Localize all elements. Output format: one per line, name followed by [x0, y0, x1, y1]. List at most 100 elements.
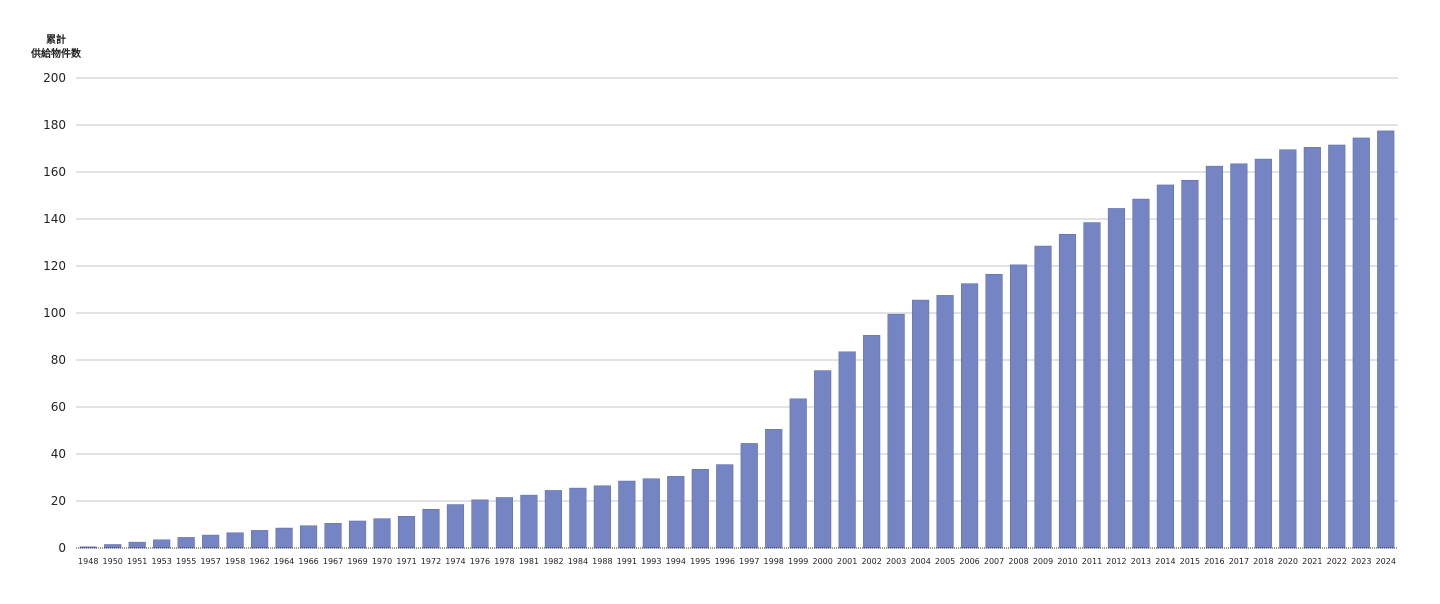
bar [642, 478, 660, 549]
x-tick-label: 1964 [274, 557, 294, 566]
bar [985, 273, 1003, 549]
bar [202, 534, 220, 549]
y-tick-label: 200 [43, 71, 66, 85]
bar [1107, 208, 1126, 549]
bar [1279, 149, 1297, 549]
x-tick-label: 1993 [641, 557, 661, 566]
bar [936, 295, 954, 549]
x-tick-label: 1970 [372, 557, 392, 566]
x-tick-label: 2020 [1278, 557, 1298, 566]
bar [1328, 144, 1346, 549]
x-tick-label: 2024 [1376, 557, 1396, 566]
x-tick-label: 2010 [1057, 557, 1077, 566]
x-tick-label: 2000 [813, 557, 833, 566]
x-tick-label: 1951 [127, 557, 147, 566]
x-tick-label: 1972 [421, 557, 441, 566]
x-tick-label: 2004 [910, 557, 930, 566]
x-tick-label: 1950 [103, 557, 123, 566]
x-tick-label: 2003 [886, 557, 906, 566]
bar [1303, 147, 1321, 549]
x-tick-label: 2005 [935, 557, 955, 566]
x-tick-label: 2007 [984, 557, 1004, 566]
bar [1230, 163, 1248, 549]
y-tick-label: 160 [43, 165, 66, 179]
bar [838, 351, 856, 549]
bar [520, 494, 538, 549]
y-axis-label-line-2: 供給物件数 [31, 49, 81, 60]
bar [226, 532, 244, 549]
x-tick-label: 1997 [739, 557, 759, 566]
x-tick-label: 1984 [568, 557, 588, 566]
bar [177, 537, 195, 549]
bar [691, 469, 709, 549]
x-tick-label: 1958 [225, 557, 245, 566]
x-tick-label: 1988 [592, 557, 612, 566]
x-tick-label: 1948 [78, 557, 98, 566]
bar [251, 530, 269, 549]
x-tick-label: 1991 [617, 557, 637, 566]
y-tick-label: 20 [51, 494, 66, 508]
bar [863, 335, 881, 549]
x-tick-label: 1966 [298, 557, 318, 566]
y-tick-label: 180 [43, 118, 66, 132]
bar [275, 527, 293, 549]
y-tick-label: 60 [51, 400, 66, 414]
x-tick-label: 1996 [715, 557, 735, 566]
bar [1009, 264, 1028, 549]
x-tick-label: 1957 [200, 557, 220, 566]
x-tick-label: 1971 [396, 557, 416, 566]
x-tick-label: 2023 [1351, 557, 1371, 566]
x-tick-label: 1982 [543, 557, 563, 566]
bar [1254, 158, 1272, 549]
y-axis-label-line-1: 累計 [46, 35, 66, 46]
x-tick-label: 1995 [690, 557, 710, 566]
x-tick-label: 1981 [519, 557, 539, 566]
y-tick-label: 140 [43, 212, 66, 226]
bar [300, 525, 318, 549]
x-tick-label: 2017 [1229, 557, 1249, 566]
x-tick-label: 1974 [445, 557, 465, 566]
bar [1034, 245, 1052, 549]
bar [1377, 130, 1395, 549]
bar [961, 283, 979, 549]
bar [348, 520, 367, 549]
bar [324, 523, 342, 549]
bar [569, 487, 587, 549]
y-tick-label: 80 [51, 353, 66, 367]
x-tick-label: 2012 [1106, 557, 1126, 566]
x-tick-label: 1999 [788, 557, 808, 566]
x-tick-label: 2009 [1033, 557, 1053, 566]
bar [544, 490, 562, 549]
x-tick-label: 1978 [494, 557, 514, 566]
bar [912, 299, 930, 549]
x-tick-label: 2016 [1204, 557, 1224, 566]
bar [814, 370, 832, 549]
x-tick-label: 2022 [1327, 557, 1347, 566]
x-tick-label: 2006 [959, 557, 979, 566]
x-tick-label: 1953 [152, 557, 172, 566]
bar [104, 544, 122, 549]
bar [765, 429, 783, 549]
bar [153, 539, 171, 549]
bar [1058, 234, 1077, 549]
bar [495, 497, 513, 549]
bar [716, 464, 734, 549]
y-tick-label: 120 [43, 259, 66, 273]
bar [1352, 137, 1370, 549]
x-tick-label: 2014 [1155, 557, 1175, 566]
x-tick-label: 2021 [1302, 557, 1322, 566]
bar [618, 480, 636, 549]
x-tick-label: 1967 [323, 557, 343, 566]
x-tick-label: 2018 [1253, 557, 1273, 566]
bar [446, 504, 465, 549]
x-tick-label: 1962 [249, 557, 269, 566]
x-tick-label: 2015 [1180, 557, 1200, 566]
bar [1205, 165, 1223, 549]
x-tick-label: 1976 [470, 557, 490, 566]
y-tick-label: 0 [58, 541, 66, 555]
x-tick-label: 2013 [1131, 557, 1151, 566]
x-tick-label: 1998 [764, 557, 784, 566]
x-tick-label: 2008 [1008, 557, 1028, 566]
